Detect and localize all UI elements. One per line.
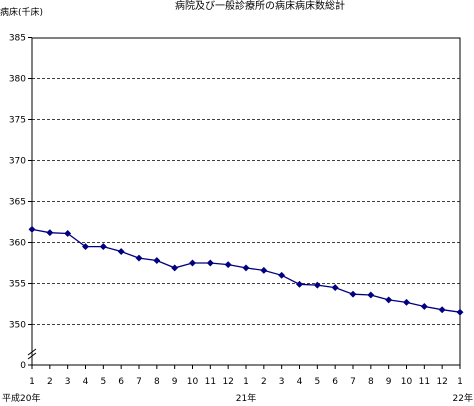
x-tick-label: 11 [419,377,430,387]
x-tick-label: 9 [172,377,178,387]
x-tick-label: 3 [65,377,71,387]
data-point [260,266,268,274]
x-tick-label: 6 [332,377,338,387]
x-tick-label: 8 [154,377,160,387]
data-point [438,306,446,314]
x-tick-label: 5 [100,377,106,387]
data-point [420,302,428,311]
axis-break-mark [27,348,37,356]
x-tick-label: 6 [118,377,124,387]
x-tick-label: 1 [29,377,35,387]
data-point [367,291,375,299]
y-tick-label: 360 [9,239,26,249]
data-point [64,229,72,238]
x-tick-label: 4 [297,377,303,387]
data-point [171,264,179,272]
series [28,225,464,316]
x-tick-label: 5 [314,377,320,387]
data-point [242,264,250,272]
x-tick-label: 12 [436,377,447,387]
x-tick-label: 1 [457,377,463,387]
y-tick-label: 385 [9,34,26,44]
data-point [188,259,197,267]
data-point [135,254,143,262]
data-point [81,243,90,251]
data-point [385,296,393,304]
x-tick-label: 12 [222,377,233,387]
x-tick-label: 2 [261,377,267,387]
gridlines [32,78,460,325]
y-tick-label: 370 [9,157,26,167]
x-year-label: 21年 [236,392,256,402]
plot-area [31,37,461,366]
x-tick-label: 2 [47,377,53,387]
y-axis-label: 病床(千床) [0,6,43,18]
data-point [278,271,286,279]
x-tick-label: 4 [83,377,89,387]
x-tick-label: 10 [187,377,199,387]
data-point [295,280,304,288]
y-tick-label: 0 [20,361,26,371]
x-tick-label: 9 [386,377,392,387]
chart-title: 病院及び一般診療所の病床病床数総計 [175,0,345,12]
data-point [46,229,54,237]
x-tick-label: 3 [279,377,285,387]
data-point [117,247,125,256]
data-point [153,256,161,265]
data-point [224,261,232,269]
y-tick-label: 380 [9,75,26,85]
x-year-label: 平成20年 [2,392,40,402]
data-point [456,308,464,316]
data-point [28,225,36,233]
data-point [206,259,214,267]
x-tick-label: 8 [368,377,374,387]
y-tick-label: 350 [9,321,26,331]
y-tick-label: 375 [9,116,26,126]
x-tick-label: 7 [350,377,356,387]
data-point [99,243,107,251]
axis-break-mark [27,352,37,360]
data-point [331,284,339,292]
x-tick-label: 7 [136,377,142,387]
data-point [402,298,411,306]
data-point [349,290,357,298]
y-tick-label: 355 [9,280,26,290]
x-year-label: 22年 [453,392,473,402]
x-tick-label: 11 [205,377,216,387]
x-tick-label: 10 [401,377,413,387]
y-tick-label: 365 [9,198,26,208]
data-point [313,281,321,289]
x-tick-label: 1 [243,377,249,387]
